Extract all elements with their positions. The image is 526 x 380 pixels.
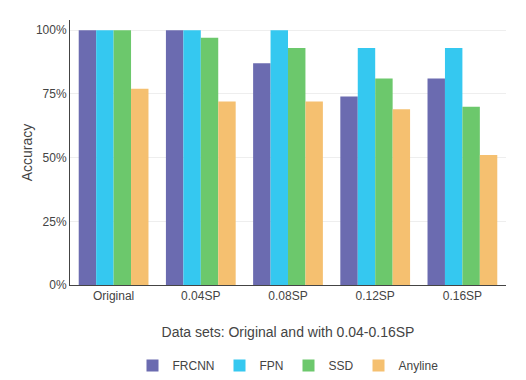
svg-text:Accuracy: Accuracy	[19, 124, 35, 182]
svg-text:25%: 25%	[43, 215, 67, 229]
svg-text:75%: 75%	[43, 87, 67, 101]
svg-text:0.16SP: 0.16SP	[443, 289, 482, 303]
svg-text:0.04SP: 0.04SP	[181, 289, 220, 303]
svg-text:FPN: FPN	[260, 359, 284, 373]
svg-text:100%: 100%	[36, 23, 67, 37]
svg-text:0.12SP: 0.12SP	[356, 289, 395, 303]
svg-text:Original: Original	[93, 289, 134, 303]
svg-text:Data sets: Original and with 0: Data sets: Original and with 0.04-0.16SP	[162, 324, 415, 340]
svg-text:0%: 0%	[49, 278, 67, 292]
svg-text:SSD: SSD	[329, 359, 354, 373]
svg-text:50%: 50%	[43, 151, 67, 165]
svg-text:FRCNN: FRCNN	[173, 359, 215, 373]
svg-text:0.08SP: 0.08SP	[268, 289, 307, 303]
svg-text:Anyline: Anyline	[399, 359, 439, 373]
